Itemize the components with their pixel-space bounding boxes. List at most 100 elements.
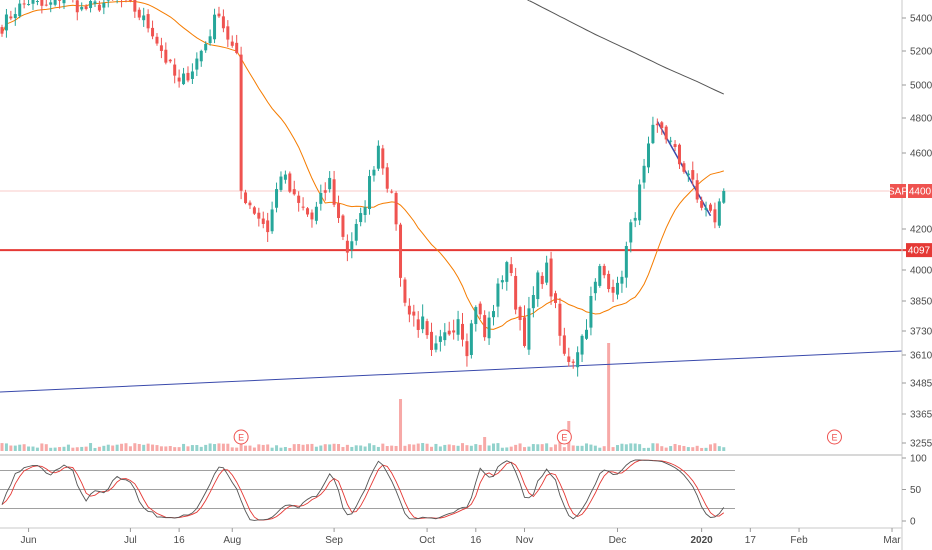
earnings-marker-icon[interactable]	[826, 429, 842, 445]
volume-bar	[75, 447, 79, 451]
volume-bar	[381, 443, 385, 451]
volume-bar	[146, 443, 150, 451]
volume-bar	[27, 446, 31, 451]
stochastic-d-line	[1, 459, 725, 521]
candle-body	[164, 49, 168, 63]
volume-bar	[244, 445, 248, 451]
volume-bar	[518, 443, 522, 451]
candle-body	[368, 176, 372, 210]
volume-bar	[438, 446, 442, 451]
volume-bar	[53, 447, 57, 451]
volume-bar	[562, 447, 566, 451]
volume-bar	[13, 445, 17, 451]
candle-body	[102, 2, 106, 8]
candle-body	[686, 173, 690, 176]
candle-body	[456, 319, 460, 335]
time-tick-label: 16	[174, 535, 186, 546]
candle-body	[18, 3, 22, 17]
volume-bar	[469, 445, 473, 451]
candle-body	[328, 177, 332, 190]
volume-bar	[44, 444, 48, 451]
volume-bar	[514, 444, 518, 451]
volume-bar	[615, 445, 619, 451]
hline-price-tag	[906, 243, 932, 258]
volume-bar	[536, 444, 540, 451]
volume-bar	[323, 444, 327, 451]
candles[interactable]	[0, 0, 726, 377]
price-tick-label: 3255	[910, 439, 932, 450]
candle-body	[186, 72, 190, 81]
volume-bar	[584, 443, 588, 451]
volume-bar	[390, 445, 394, 451]
candle-body	[399, 224, 403, 278]
volume-bar	[213, 444, 217, 451]
candle-body	[496, 283, 500, 307]
volume-bar	[230, 447, 234, 451]
volume-bar	[128, 446, 132, 451]
candle-body	[620, 276, 624, 284]
volume-bar	[350, 446, 354, 451]
volume-bar	[49, 447, 53, 451]
candle-body	[221, 16, 225, 29]
candle-body	[275, 189, 279, 208]
candle-body	[567, 356, 571, 362]
candle-body	[438, 336, 442, 342]
volume-bar	[580, 445, 584, 451]
volume-bar	[589, 444, 593, 451]
candle-body	[27, 4, 31, 6]
candle-body	[235, 42, 239, 54]
candle-body	[84, 6, 88, 9]
volume-bar	[35, 447, 39, 451]
volume-bar	[199, 446, 203, 451]
volume-bar	[164, 446, 168, 451]
volume-bar	[71, 447, 75, 451]
volume-bar	[195, 445, 199, 451]
volume-bar	[18, 444, 22, 451]
volume-bar	[252, 447, 256, 451]
earnings-marker-icon[interactable]	[556, 429, 572, 445]
volume-bar	[332, 443, 336, 451]
volume-bar	[708, 444, 712, 451]
candle-body	[0, 27, 4, 34]
volume-bar	[173, 447, 177, 451]
candle-body	[722, 191, 726, 203]
stochastic-oscillator	[0, 459, 735, 521]
candle-body	[177, 77, 181, 82]
candle-body	[97, 4, 101, 11]
candle-body	[168, 59, 172, 62]
volume-bar	[500, 447, 504, 451]
time-tick-label: Jul	[124, 535, 137, 546]
price-axis[interactable]: 5400 5200 5000 4800 4600 4200 4000 3850 3730 3610…	[901, 0, 932, 550]
candle-body	[598, 266, 602, 286]
candle-body	[89, 1, 93, 9]
volume-bar	[598, 447, 602, 451]
candle-body	[151, 27, 155, 37]
volume-bar	[646, 447, 650, 451]
volume-bar	[576, 445, 580, 451]
candle-body	[664, 126, 668, 140]
volume-bar	[549, 447, 553, 451]
earnings-marker-icon[interactable]	[233, 429, 249, 445]
volume-bar	[22, 444, 26, 451]
candle-body	[93, 1, 97, 4]
candle-body	[461, 323, 465, 340]
volume-bar	[84, 446, 88, 451]
candle-body	[700, 200, 704, 208]
candle-body	[523, 317, 527, 346]
candle-body	[447, 330, 451, 335]
time-axis[interactable]: Jun Jul 16 Aug Sep Oct 16 Nov Dec 2020 17 Feb Mar	[0, 527, 902, 546]
candle-body	[310, 212, 314, 220]
volume-bar	[190, 445, 194, 451]
time-tick-label: Aug	[223, 535, 241, 546]
volume-bar	[691, 447, 695, 451]
volume-bar	[722, 447, 726, 451]
volume-bar	[478, 444, 482, 451]
price-tick-label: 5000	[910, 81, 932, 92]
volume-bar	[314, 446, 318, 451]
candle-body	[248, 202, 252, 206]
candle-body	[62, 0, 66, 4]
price-tick-label: 4800	[910, 114, 932, 125]
volume-bar	[363, 446, 367, 451]
